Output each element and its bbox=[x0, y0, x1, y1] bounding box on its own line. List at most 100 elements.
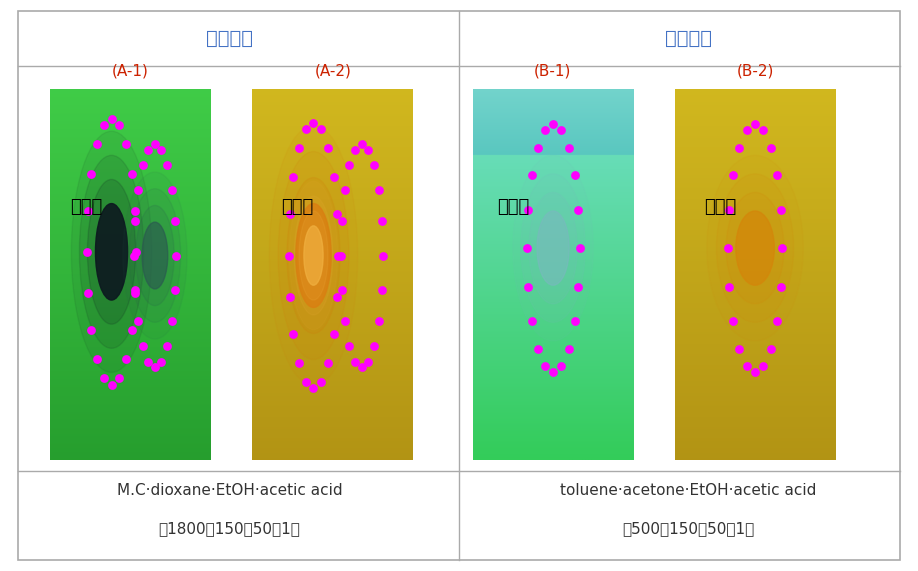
Point bbox=[721, 244, 735, 253]
Point bbox=[756, 362, 771, 371]
Text: (A-2): (A-2) bbox=[315, 64, 352, 79]
Point bbox=[148, 139, 162, 148]
Text: toluene·acetone·EtOH·acetic acid: toluene·acetone·EtOH·acetic acid bbox=[560, 483, 817, 498]
Ellipse shape bbox=[299, 211, 328, 300]
Point bbox=[148, 363, 162, 372]
Point bbox=[732, 143, 746, 152]
Point bbox=[330, 210, 344, 219]
Point bbox=[520, 244, 534, 253]
Ellipse shape bbox=[537, 211, 569, 286]
Point bbox=[118, 355, 133, 364]
Point bbox=[354, 139, 369, 148]
Ellipse shape bbox=[142, 222, 168, 289]
Point bbox=[334, 286, 349, 295]
Point bbox=[747, 368, 762, 377]
Point bbox=[371, 316, 386, 325]
Point bbox=[561, 344, 576, 353]
Point bbox=[561, 143, 576, 152]
Text: (A-1): (A-1) bbox=[112, 64, 149, 79]
Point bbox=[361, 357, 375, 366]
Point bbox=[722, 205, 736, 214]
Point bbox=[567, 171, 582, 180]
Ellipse shape bbox=[87, 179, 136, 324]
Point bbox=[366, 161, 381, 170]
Point bbox=[366, 341, 381, 350]
Ellipse shape bbox=[287, 178, 340, 333]
Point bbox=[167, 286, 182, 295]
Point bbox=[130, 316, 145, 325]
Text: 주반점: 주반점 bbox=[282, 198, 314, 216]
Ellipse shape bbox=[294, 196, 333, 315]
Point bbox=[338, 186, 353, 195]
Point bbox=[756, 125, 771, 134]
Point bbox=[524, 171, 539, 180]
Point bbox=[84, 325, 99, 335]
Point bbox=[330, 292, 344, 301]
Point bbox=[521, 205, 535, 214]
Point bbox=[531, 344, 545, 353]
Point bbox=[764, 143, 778, 152]
Point bbox=[135, 341, 150, 350]
Point bbox=[129, 247, 144, 256]
Point bbox=[127, 251, 141, 260]
Point bbox=[81, 206, 95, 215]
Ellipse shape bbox=[278, 152, 349, 360]
Point bbox=[770, 171, 785, 180]
Point bbox=[531, 143, 545, 152]
Ellipse shape bbox=[136, 206, 174, 305]
Point bbox=[739, 125, 754, 134]
Point bbox=[725, 171, 740, 180]
Point bbox=[375, 216, 389, 226]
Ellipse shape bbox=[129, 188, 181, 322]
Point bbox=[747, 119, 762, 128]
Point bbox=[128, 206, 142, 215]
Ellipse shape bbox=[513, 155, 593, 341]
Ellipse shape bbox=[95, 204, 128, 300]
Point bbox=[314, 124, 329, 134]
Point bbox=[732, 344, 746, 353]
Ellipse shape bbox=[72, 131, 151, 372]
Text: (B-2): (B-2) bbox=[737, 64, 774, 79]
Point bbox=[571, 282, 586, 291]
Point bbox=[135, 161, 150, 170]
Ellipse shape bbox=[269, 126, 358, 385]
Point bbox=[371, 186, 386, 195]
Point bbox=[281, 251, 296, 260]
Point bbox=[84, 169, 99, 178]
Point bbox=[283, 292, 297, 301]
Point bbox=[124, 325, 139, 335]
Point bbox=[342, 341, 357, 350]
Point bbox=[775, 244, 789, 253]
Point bbox=[326, 173, 341, 182]
Ellipse shape bbox=[707, 155, 803, 341]
Point bbox=[770, 316, 785, 325]
Point bbox=[167, 216, 182, 226]
Point bbox=[764, 344, 778, 353]
Ellipse shape bbox=[80, 155, 143, 348]
Point bbox=[90, 355, 105, 364]
Point bbox=[112, 121, 127, 130]
Point bbox=[739, 362, 754, 371]
Text: （1800：150：50：1）: （1800：150：50：1） bbox=[159, 521, 300, 536]
Point bbox=[348, 145, 363, 154]
Point bbox=[160, 341, 174, 350]
Point bbox=[334, 216, 349, 226]
Point bbox=[112, 373, 127, 383]
Point bbox=[307, 118, 321, 127]
Ellipse shape bbox=[304, 226, 323, 286]
Point bbox=[722, 282, 736, 291]
Point bbox=[307, 384, 321, 393]
Point bbox=[292, 143, 307, 152]
Point bbox=[298, 124, 313, 134]
Ellipse shape bbox=[736, 211, 775, 286]
Point bbox=[128, 286, 142, 295]
Point bbox=[164, 316, 179, 325]
Point bbox=[141, 357, 156, 366]
Point bbox=[320, 143, 335, 152]
Point bbox=[128, 216, 142, 226]
Point bbox=[130, 186, 145, 195]
Point bbox=[524, 316, 539, 325]
Ellipse shape bbox=[289, 182, 338, 330]
Point bbox=[338, 316, 353, 325]
Point bbox=[342, 161, 357, 170]
